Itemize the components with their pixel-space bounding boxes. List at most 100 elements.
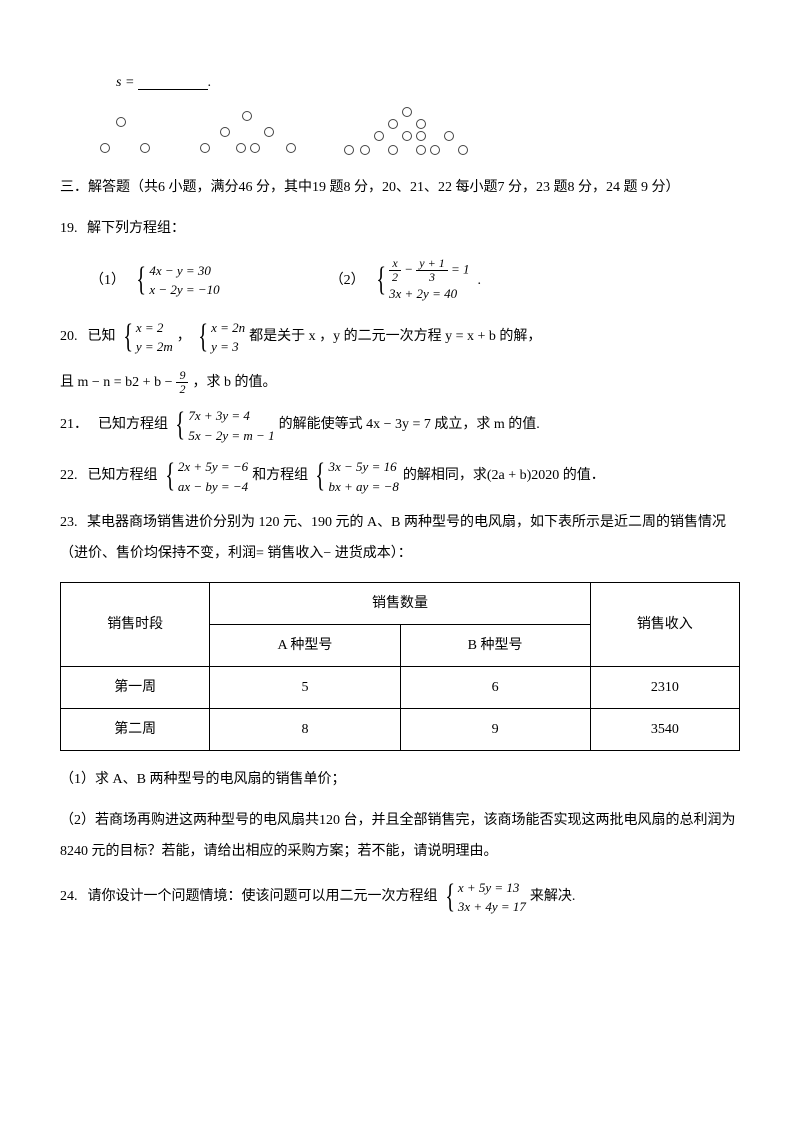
q22-text-a: 已知方程组 bbox=[88, 461, 158, 492]
header-time: 销售时段 bbox=[61, 582, 210, 666]
diagram-2 bbox=[200, 111, 300, 155]
q21-eq1: 7x + 3y = 4 bbox=[188, 406, 274, 426]
left-brace-icon: { bbox=[123, 322, 133, 353]
table-row-1: 第一周 5 6 2310 bbox=[61, 667, 740, 709]
section-3-text: 三．解答题（共6 小题，满分46 分，其中19 题8 分，20、21、22 每小… bbox=[60, 180, 680, 195]
q22-g1-eq2: ax − by = −4 bbox=[178, 477, 248, 497]
q23-sub1: （1）求 A、B 两种型号的电风扇的销售单价； bbox=[60, 765, 740, 796]
q19-sub1: （1） { 4x − y = 30 x − 2y = −10 bbox=[90, 257, 220, 304]
circle-icon bbox=[416, 145, 426, 155]
diagram-1 bbox=[100, 115, 160, 155]
row2-income: 3540 bbox=[590, 709, 739, 751]
circle-icon bbox=[388, 145, 398, 155]
q19-sub2-eq1: x2 − y + 13 = 1 bbox=[389, 257, 470, 284]
q19-num: 19. bbox=[60, 221, 78, 236]
question-24: 24. 请你设计一个问题情境：使该问题可以用二元一次方程组 { x + 5y =… bbox=[60, 878, 740, 917]
row1-time: 第一周 bbox=[61, 667, 210, 709]
frac-den: 2 bbox=[389, 271, 401, 284]
q20-g2-eq2: y = 3 bbox=[211, 337, 245, 357]
circle-icon bbox=[250, 143, 260, 153]
left-brace-icon: { bbox=[165, 461, 175, 492]
q23-text: 某电器商场销售进价分别为 120 元、190 元的 A、B 两种型号的电风扇，如… bbox=[60, 515, 726, 561]
circle-icon bbox=[140, 143, 150, 153]
row2-a: 8 bbox=[210, 709, 400, 751]
q24-eq1: x + 5y = 13 bbox=[458, 878, 526, 898]
q21-num: 21． bbox=[60, 410, 88, 441]
left-brace-icon: { bbox=[376, 265, 386, 296]
q20-line2-a: 且 m − n = b2 + b − bbox=[60, 370, 172, 395]
frac-den: 3 bbox=[426, 271, 438, 284]
header-a: A 种型号 bbox=[210, 624, 400, 666]
circle-icon bbox=[242, 111, 252, 121]
row2-b: 9 bbox=[400, 709, 590, 751]
q24-eq2: 3x + 4y = 17 bbox=[458, 897, 526, 917]
frac-den: 2 bbox=[176, 383, 188, 396]
circle-icon bbox=[374, 131, 384, 141]
q19-sub2-label: （2） bbox=[330, 268, 365, 293]
q20-text-b: 都是关于 x ，y 的二元一次方程 y = x + b 的解， bbox=[249, 322, 541, 353]
q24-num: 24. bbox=[60, 882, 78, 913]
q24-text-b: 来解决. bbox=[530, 882, 576, 913]
q20-g2-eq1: x = 2n bbox=[211, 318, 245, 338]
circle-icon bbox=[220, 127, 230, 137]
q19-subs: （1） { 4x − y = 30 x − 2y = −10 （2） { x2 … bbox=[90, 257, 740, 304]
row2-time: 第二周 bbox=[61, 709, 210, 751]
circle-icon bbox=[360, 145, 370, 155]
q19-sub2-period: . bbox=[478, 268, 482, 293]
diagram-3 bbox=[340, 107, 480, 155]
circle-icon bbox=[264, 127, 274, 137]
q22-g2-eq1: 3x − 5y = 16 bbox=[329, 457, 399, 477]
q24-system: { x + 5y = 13 3x + 4y = 17 bbox=[442, 878, 526, 917]
q22-g2-eq2: bx + ay = −8 bbox=[329, 477, 399, 497]
q19-sub1-label: （1） bbox=[90, 268, 125, 293]
formula-suffix: . bbox=[208, 75, 212, 90]
circle-icon bbox=[286, 143, 296, 153]
q20-system2: { x = 2n y = 3 bbox=[195, 318, 245, 357]
q21-system: { 7x + 3y = 4 5x − 2y = m − 1 bbox=[172, 406, 275, 445]
q20-line2: 且 m − n = b2 + b − 92 ，求 b 的值。 bbox=[60, 369, 740, 396]
eq-rhs: = 1 bbox=[451, 261, 470, 276]
q19-text: 解下列方程组： bbox=[87, 221, 185, 236]
q23-num: 23. bbox=[60, 515, 78, 530]
header-income: 销售收入 bbox=[590, 582, 739, 666]
left-brace-icon: { bbox=[445, 882, 455, 913]
q23-sub2: （2）若商场再购进这两种型号的电风扇共120 台，并且全部销售完，该商场能否实现… bbox=[60, 806, 740, 868]
frac-num: 9 bbox=[176, 369, 188, 383]
q19-sub2-system: { x2 − y + 13 = 1 3x + 2y = 40 bbox=[373, 257, 470, 304]
q20-num: 20. bbox=[60, 322, 78, 353]
circle-icon bbox=[430, 145, 440, 155]
row1-b: 6 bbox=[400, 667, 590, 709]
question-21: 21． 已知方程组 { 7x + 3y = 4 5x − 2y = m − 1 … bbox=[60, 406, 740, 445]
question-22: 22. 已知方程组 { 2x + 5y = −6 ax − by = −4 和方… bbox=[60, 457, 740, 496]
header-b: B 种型号 bbox=[400, 624, 590, 666]
left-brace-icon: { bbox=[136, 265, 146, 296]
left-brace-icon: { bbox=[198, 322, 208, 353]
circle-icon bbox=[100, 143, 110, 153]
q19-sub2-eq2: 3x + 2y = 40 bbox=[389, 284, 470, 304]
top-formula: s = . bbox=[116, 70, 740, 95]
q22-text-mid: 和方程组 bbox=[252, 461, 308, 492]
circle-icon bbox=[344, 145, 354, 155]
question-19: 19. 解下列方程组： bbox=[60, 214, 740, 245]
circle-icon bbox=[116, 117, 126, 127]
table-row-2: 第二周 8 9 3540 bbox=[61, 709, 740, 751]
circle-icon bbox=[236, 143, 246, 153]
left-brace-icon: { bbox=[315, 461, 325, 492]
header-qty: 销售数量 bbox=[210, 582, 590, 624]
q19-sub1-eq2: x − 2y = −10 bbox=[149, 280, 219, 300]
circle-icon bbox=[402, 131, 412, 141]
q19-sub2: （2） { x2 − y + 13 = 1 3x + 2y = 40 . bbox=[330, 257, 481, 304]
q22-g1-eq1: 2x + 5y = −6 bbox=[178, 457, 248, 477]
q19-sub1-system: { 4x − y = 30 x − 2y = −10 bbox=[133, 261, 220, 300]
circle-diagrams bbox=[100, 107, 740, 155]
circle-icon bbox=[388, 119, 398, 129]
q24-text-a: 请你设计一个问题情境：使该问题可以用二元一次方程组 bbox=[88, 882, 438, 913]
frac-num: y + 1 bbox=[416, 257, 447, 271]
q19-sub1-eq1: 4x − y = 30 bbox=[149, 261, 219, 281]
q22-text-b: 的解相同，求(2a + b)2020 的值． bbox=[403, 461, 605, 492]
q20-text-a: 已知 bbox=[88, 322, 116, 353]
row1-a: 5 bbox=[210, 667, 400, 709]
sales-table: 销售时段 销售数量 销售收入 A 种型号 B 种型号 第一周 5 6 2310 … bbox=[60, 582, 740, 752]
q20-system1: { x = 2 y = 2m bbox=[120, 318, 173, 357]
q22-system1: { 2x + 5y = −6 ax − by = −4 bbox=[162, 457, 249, 496]
